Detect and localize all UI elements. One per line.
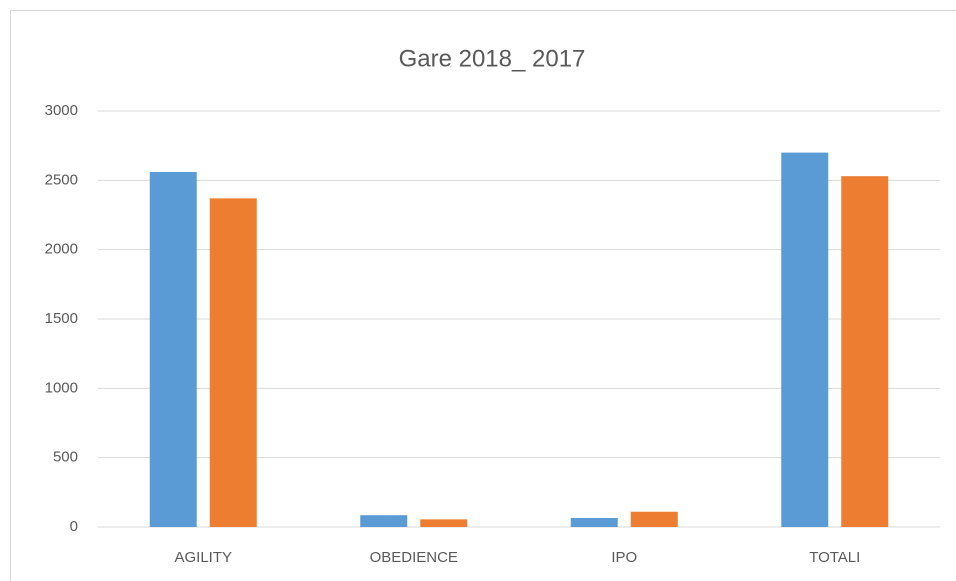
bar (209, 198, 257, 528)
y-tick-label: 3000 (45, 102, 78, 119)
bar (149, 172, 197, 527)
bar (360, 515, 408, 527)
bar (781, 152, 829, 527)
x-tick-label: OBEDIENCE (370, 549, 458, 566)
y-tick-label: 1500 (45, 310, 78, 327)
x-tick-label: AGILITY (174, 549, 232, 566)
bar (630, 511, 678, 527)
x-tick-label: IPO (611, 549, 637, 566)
y-tick-label: 2500 (45, 171, 78, 188)
chart-title: Gare 2018_ 2017 (399, 45, 586, 72)
y-tick-label: 500 (53, 449, 78, 466)
x-tick-label: TOTALI (809, 549, 860, 566)
y-tick-label: 2000 (45, 241, 78, 258)
bar (570, 517, 618, 527)
y-tick-label: 0 (70, 518, 78, 535)
bar (841, 176, 889, 527)
bar (420, 519, 468, 527)
y-tick-label: 1000 (45, 379, 78, 396)
